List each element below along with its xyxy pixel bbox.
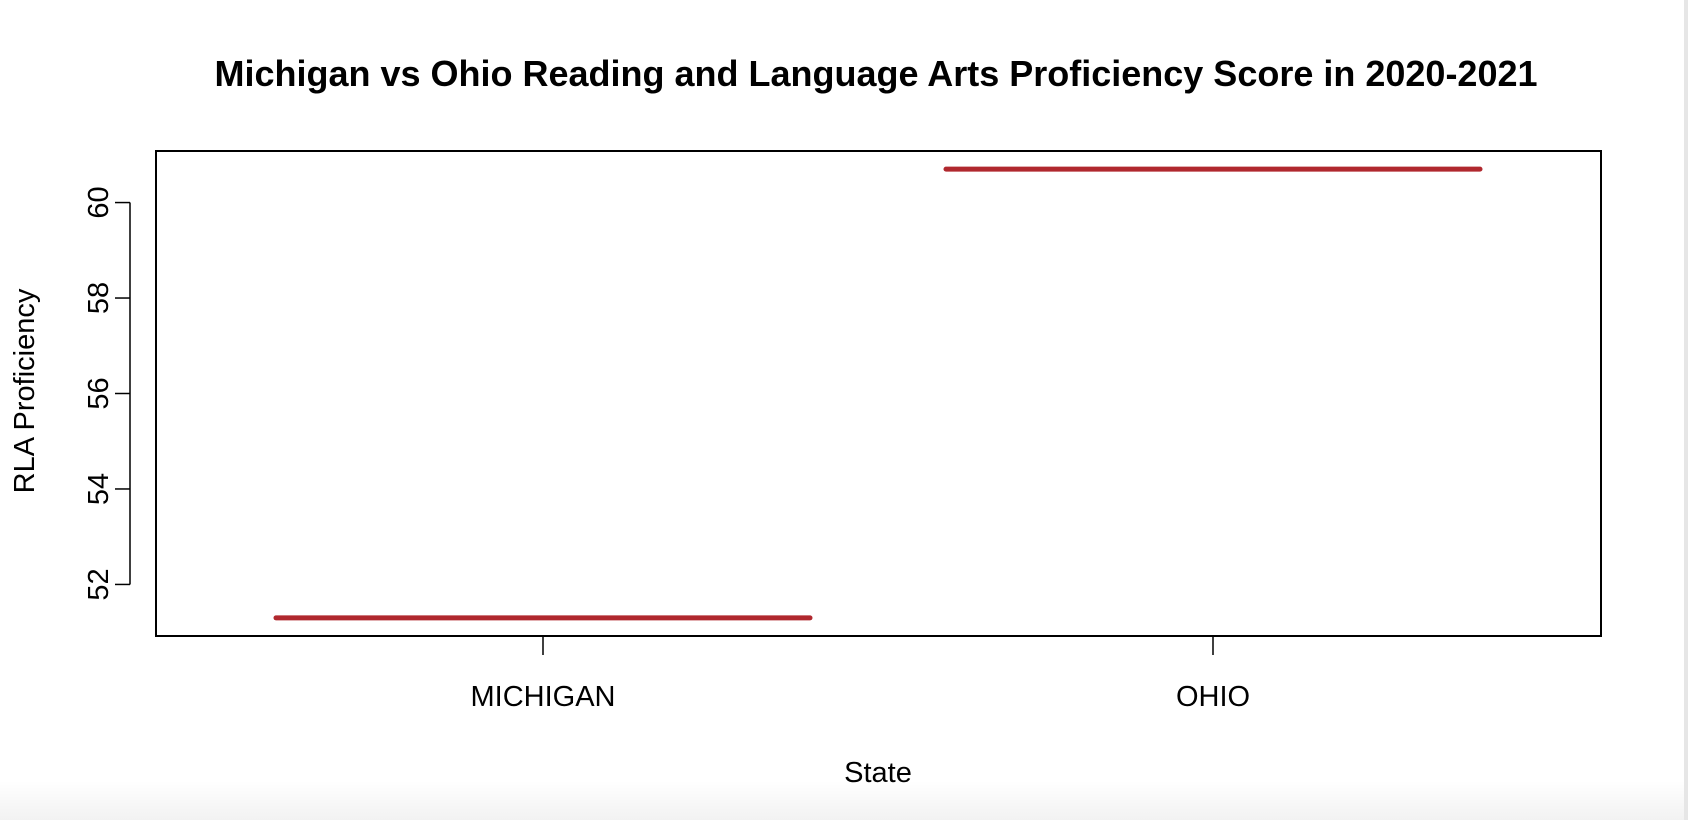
x-tick-label: OHIO — [1176, 681, 1250, 713]
page-bottom-shade — [0, 780, 1688, 820]
x-axis-label: State — [844, 757, 912, 789]
y-axis: 52 54 56 58 60 — [83, 186, 131, 601]
series-lines — [273, 166, 1483, 621]
y-tick-label: 52 — [83, 568, 115, 600]
x-tick-label: MICHIGAN — [471, 681, 616, 713]
y-tick-label: 60 — [83, 186, 115, 218]
y-tick-label: 56 — [83, 377, 115, 409]
chart-title: Michigan vs Ohio Reading and Language Ar… — [214, 53, 1537, 94]
x-axis: MICHIGAN OHIO — [471, 636, 1250, 713]
y-tick-label: 54 — [83, 473, 115, 505]
y-axis-label: RLA Proficiency — [9, 288, 41, 493]
page-right-edge — [1684, 0, 1688, 820]
plot-frame — [155, 150, 1602, 637]
y-tick-label: 58 — [83, 282, 115, 314]
